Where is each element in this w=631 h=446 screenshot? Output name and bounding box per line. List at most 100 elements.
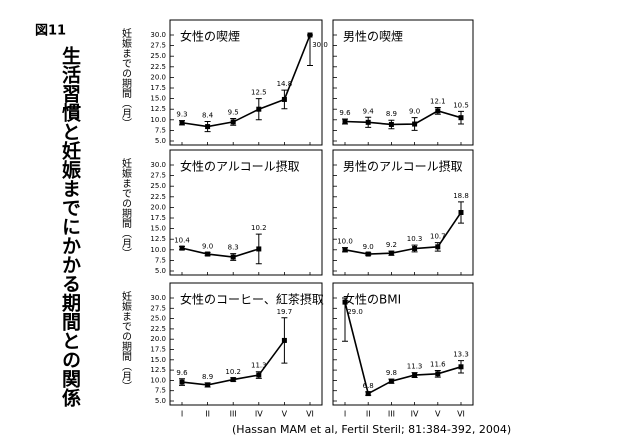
y-tick-label: 25.0 [150, 315, 166, 323]
value-label: 10.2 [251, 224, 267, 232]
panel-title: 男性の喫煙 [343, 30, 403, 44]
y-tick-label: 17.5 [150, 84, 166, 92]
value-label: 30.0 [312, 41, 328, 49]
y-axis-label: 妊娠までの期間（月） [120, 27, 132, 128]
x-tick-label: V [282, 410, 288, 419]
plot-frame [332, 282, 474, 406]
x-tick-label: III [388, 410, 395, 419]
data-point [365, 251, 371, 257]
value-label: 11.3 [251, 362, 267, 370]
error-bar [342, 297, 348, 342]
x-tick-label: IV [255, 410, 263, 419]
panel-title: 女性のBMI [343, 292, 401, 307]
y-tick-label: 27.5 [150, 42, 166, 50]
data-point [179, 120, 185, 126]
data-point [205, 251, 211, 257]
value-label: 11.3 [407, 363, 423, 371]
y-tick-label: 20.0 [150, 335, 166, 343]
data-point [256, 372, 262, 378]
data-point [388, 378, 394, 384]
x-tick-label: II [366, 410, 371, 419]
plot-frame [169, 282, 323, 406]
data-point [205, 124, 211, 130]
y-tick-label: 10.0 [150, 116, 166, 124]
data-point [205, 382, 211, 388]
data-line [181, 34, 311, 128]
x-tick-label: III [230, 410, 237, 419]
y-tick-label: 15.0 [150, 95, 166, 103]
value-label: 14.8 [277, 80, 293, 88]
data-point [256, 106, 262, 112]
value-label: 6.8 [363, 382, 374, 390]
y-tick-label: 7.5 [155, 256, 166, 264]
data-point [458, 209, 464, 215]
x-tick-label: VI [306, 410, 314, 419]
value-label: 10.2 [225, 368, 241, 376]
y-tick-label: 22.5 [150, 193, 166, 201]
data-point [412, 372, 418, 378]
value-label: 9.5 [228, 109, 239, 117]
data-line [181, 247, 260, 258]
y-tick-label: 25.0 [150, 182, 166, 190]
data-point [230, 119, 236, 125]
panel-title: 女性のコーヒー、紅茶摂取 [180, 292, 324, 307]
y-tick-label: 15.0 [150, 356, 166, 364]
data-point [281, 337, 287, 343]
value-label: 9.0 [202, 242, 213, 250]
data-point [342, 247, 348, 253]
y-tick-label: 20.0 [150, 203, 166, 211]
value-label: 9.6 [339, 109, 351, 117]
x-tick-label: VI [457, 410, 465, 419]
y-tick-label: 30.0 [150, 294, 166, 302]
data-point [388, 121, 394, 127]
y-tick-label: 20.0 [150, 73, 166, 81]
plot-frame [169, 149, 323, 276]
y-tick-label: 25.0 [150, 52, 166, 60]
y-tick-label: 7.5 [155, 387, 166, 395]
y-tick-label: 5.0 [155, 397, 166, 405]
value-label: 10.7 [430, 233, 446, 241]
data-point [435, 244, 441, 250]
citation: (Hassan MAM et al, Fertil Steril; 81:384… [232, 423, 511, 436]
value-label: 9.0 [409, 108, 420, 116]
value-label: 10.5 [453, 101, 469, 109]
y-tick-label: 17.5 [150, 214, 166, 222]
value-label: 9.4 [363, 107, 375, 115]
value-label: 8.9 [202, 373, 213, 381]
y-tick-label: 30.0 [150, 161, 166, 169]
data-point [365, 391, 371, 397]
data-point [365, 119, 371, 125]
y-tick-label: 12.5 [150, 235, 166, 243]
value-label: 12.1 [430, 98, 446, 106]
data-point [230, 254, 236, 260]
data-point [435, 371, 441, 377]
value-label: 9.6 [176, 369, 188, 377]
panel-title: 女性のアルコール摂取 [180, 159, 300, 174]
value-label: 11.6 [430, 361, 446, 369]
data-point [307, 32, 313, 38]
y-tick-label: 17.5 [150, 346, 166, 354]
y-tick-label: 22.5 [150, 63, 166, 71]
y-tick-label: 12.5 [150, 366, 166, 374]
y-tick-label: 15.0 [150, 225, 166, 233]
data-point [458, 115, 464, 121]
value-label: 13.3 [453, 351, 469, 359]
value-label: 9.8 [386, 369, 397, 377]
panel-title: 女性の喫煙 [180, 29, 240, 44]
data-line [344, 301, 462, 395]
y-tick-label: 22.5 [150, 325, 166, 333]
plot-frame [332, 19, 474, 146]
y-tick-label: 5.0 [155, 137, 166, 145]
value-label: 8.3 [228, 244, 239, 252]
value-label: 29.0 [347, 308, 363, 316]
data-line [344, 110, 462, 126]
data-point [179, 245, 185, 251]
value-label: 10.0 [337, 238, 353, 246]
value-label: 9.2 [386, 241, 397, 249]
y-tick-label: 27.5 [150, 172, 166, 180]
value-label: 19.7 [277, 308, 293, 316]
value-label: 10.4 [174, 236, 190, 244]
y-tick-label: 10.0 [150, 246, 166, 254]
data-point [342, 118, 348, 124]
